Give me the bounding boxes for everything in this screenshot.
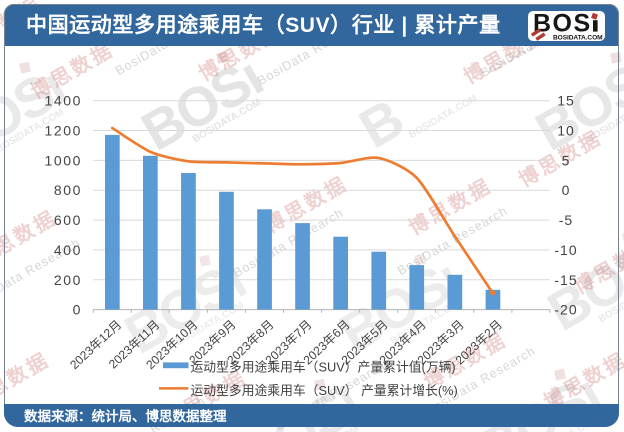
svg-text:800: 800 xyxy=(54,182,82,198)
svg-text:0: 0 xyxy=(562,182,571,198)
svg-text:10: 10 xyxy=(557,123,575,139)
svg-text:运动型多用途乘用车（SUV）产量累计值(万辆): 运动型多用途乘用车（SUV）产量累计值(万辆) xyxy=(191,359,456,374)
svg-text:BOS: BOS xyxy=(533,10,592,38)
svg-text:-15: -15 xyxy=(554,272,577,288)
svg-text:1400: 1400 xyxy=(44,93,82,109)
svg-text:15: 15 xyxy=(557,93,575,109)
svg-text:5: 5 xyxy=(562,152,571,168)
svg-text:0: 0 xyxy=(73,302,82,318)
svg-text:运动型多用途乘用车（SUV） 产量累计增长(%): 运动型多用途乘用车（SUV） 产量累计增长(%) xyxy=(191,383,458,398)
svg-text:-5: -5 xyxy=(559,212,573,228)
svg-text:-20: -20 xyxy=(554,302,577,318)
svg-text:1200: 1200 xyxy=(44,123,82,139)
svg-text:BOSIDATA.COM: BOSIDATA.COM xyxy=(553,34,603,41)
svg-text:200: 200 xyxy=(54,272,82,288)
svg-text:-10: -10 xyxy=(554,242,577,258)
svg-text:1000: 1000 xyxy=(44,152,82,168)
svg-text:600: 600 xyxy=(54,212,82,228)
svg-text:400: 400 xyxy=(54,242,82,258)
